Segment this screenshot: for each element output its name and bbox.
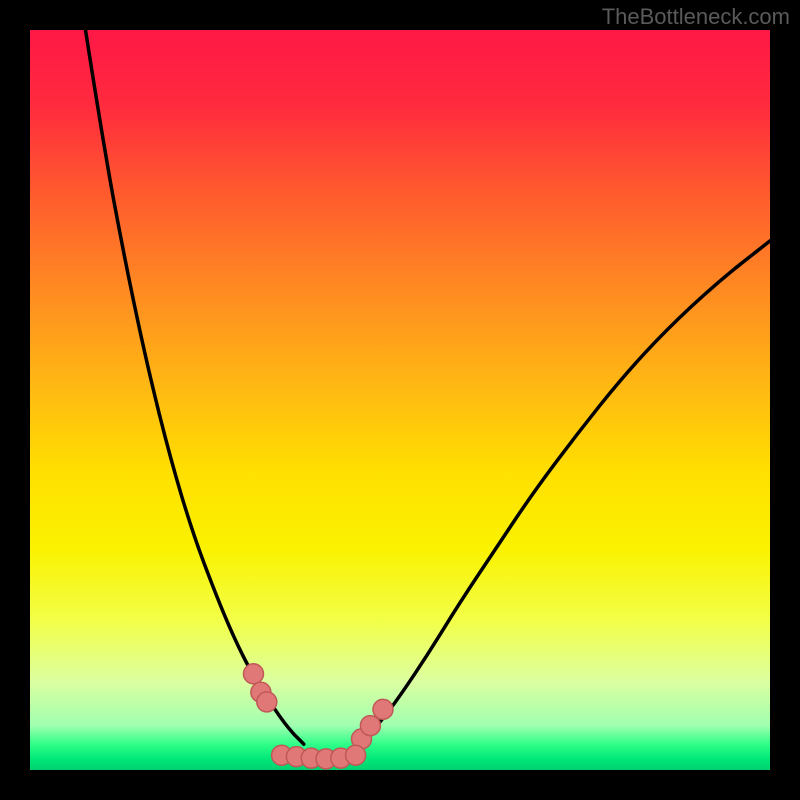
plot-area — [30, 30, 770, 770]
gradient-background — [30, 30, 770, 770]
chart-container: TheBottleneck.com — [0, 0, 800, 800]
watermark-text: TheBottleneck.com — [602, 4, 790, 30]
plot-svg — [30, 30, 770, 770]
